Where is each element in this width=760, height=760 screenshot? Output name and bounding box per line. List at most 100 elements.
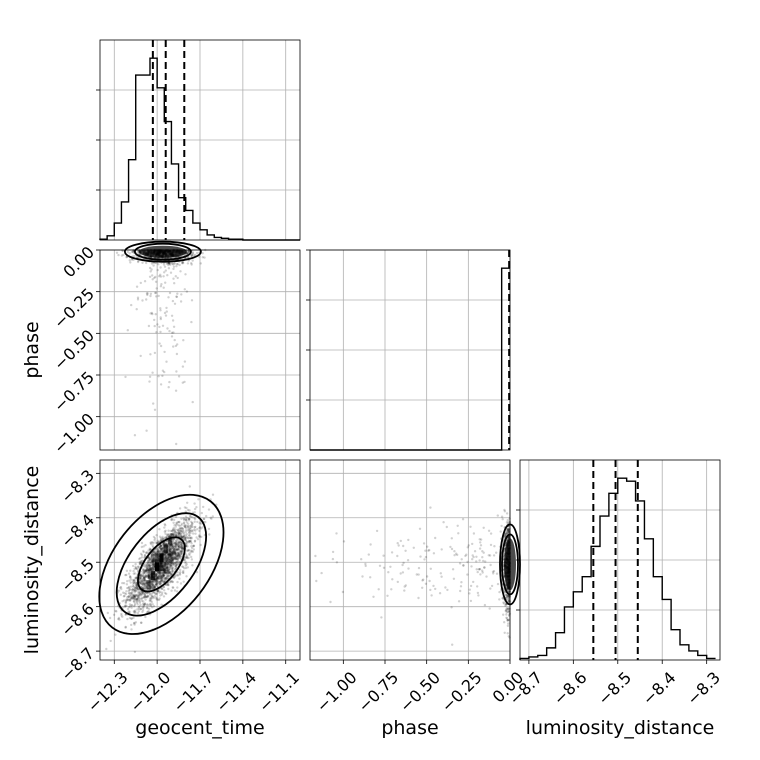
sample-point	[176, 555, 179, 558]
sample-point	[144, 565, 147, 569]
sample-point	[481, 556, 484, 559]
sample-point	[175, 560, 179, 564]
sample-point	[145, 567, 149, 570]
sample-point	[159, 536, 163, 540]
sample-point	[128, 599, 132, 602]
sample-point	[156, 589, 160, 593]
sample-point	[451, 568, 455, 571]
sample-point	[189, 540, 192, 544]
sample-point	[148, 582, 151, 585]
sample-point	[174, 550, 177, 554]
sample-point	[180, 543, 183, 546]
sample-point	[178, 543, 181, 546]
sample-point	[172, 551, 175, 555]
sample-point	[167, 548, 171, 551]
sample-point	[150, 553, 153, 556]
sample-point	[178, 554, 182, 558]
sample-point	[124, 600, 128, 604]
sample-point	[185, 535, 188, 538]
sample-point	[169, 543, 173, 546]
sample-point	[155, 580, 158, 584]
sample-point	[125, 604, 128, 608]
sample-point	[165, 360, 168, 363]
sample-point	[169, 558, 173, 561]
sample-point	[159, 582, 162, 585]
sample-point	[171, 580, 174, 584]
sample-point	[177, 523, 180, 527]
sample-point	[161, 538, 165, 541]
sample-point	[396, 554, 399, 558]
sample-point	[186, 536, 190, 539]
sample-point	[165, 542, 168, 545]
sample-point	[161, 374, 164, 378]
sample-point	[142, 572, 145, 575]
sample-point	[442, 521, 445, 524]
sample-point	[129, 594, 132, 597]
sample-point	[114, 609, 117, 613]
sample-point	[173, 282, 176, 285]
sample-point	[140, 574, 143, 577]
sample-point	[167, 587, 170, 591]
sample-point	[164, 558, 167, 562]
sample-point	[143, 553, 147, 557]
sample-point	[157, 375, 160, 378]
sample-point	[164, 314, 168, 317]
sample-point	[152, 535, 156, 539]
sample-point	[185, 524, 188, 527]
sample-point	[172, 547, 175, 550]
sample-point	[139, 597, 142, 601]
sample-point	[167, 556, 170, 559]
sample-point	[147, 559, 150, 562]
sample-point	[179, 535, 183, 539]
sample-point	[187, 530, 191, 533]
sample-point	[147, 588, 150, 591]
sample-point	[131, 595, 135, 598]
sample-point	[169, 540, 172, 544]
sample-point	[133, 567, 136, 571]
sample-point	[155, 579, 158, 582]
sample-point	[168, 550, 171, 553]
sample-point	[167, 572, 170, 575]
sample-point	[159, 545, 163, 548]
sample-point	[149, 542, 153, 546]
sample-point	[138, 600, 141, 603]
sample-point	[412, 546, 415, 549]
sample-point	[163, 311, 167, 315]
sample-point	[159, 285, 163, 288]
sample-point	[167, 572, 170, 575]
sample-point	[148, 576, 151, 579]
sample-point	[148, 571, 151, 574]
sample-point	[178, 553, 182, 557]
sample-point	[193, 539, 197, 542]
sample-point	[138, 578, 141, 582]
sample-point	[160, 581, 163, 585]
sample-point	[169, 556, 172, 560]
sample-point	[144, 569, 147, 572]
sample-point	[143, 582, 146, 586]
sample-point	[168, 550, 171, 553]
sample-point	[181, 547, 184, 550]
sample-point	[158, 582, 162, 586]
sample-point	[477, 568, 480, 571]
sample-point	[177, 521, 181, 524]
sample-point	[417, 596, 420, 600]
sample-point	[152, 264, 155, 267]
sample-point	[193, 520, 196, 523]
sample-point	[167, 546, 170, 549]
sample-point	[148, 570, 151, 573]
sample-point	[460, 581, 463, 584]
sample-point	[148, 576, 151, 580]
sample-point	[148, 574, 151, 578]
sample-point	[170, 550, 173, 554]
sample-point	[182, 517, 185, 520]
sample-point	[169, 562, 173, 565]
sample-point	[146, 607, 149, 610]
sample-point	[193, 516, 196, 520]
histogram-phase	[310, 267, 510, 451]
sample-point	[150, 584, 154, 587]
sample-point	[150, 594, 154, 598]
sample-point	[166, 533, 170, 536]
sample-point	[451, 643, 454, 646]
sample-point	[182, 522, 186, 525]
sample-point	[178, 554, 181, 557]
